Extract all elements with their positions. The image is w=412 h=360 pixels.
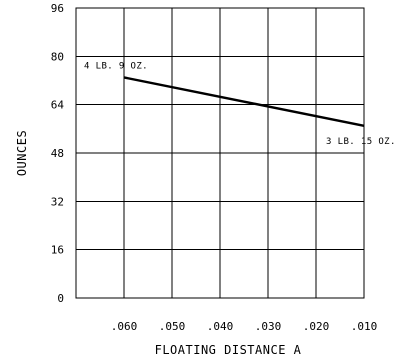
- y-tick-0: 0: [57, 292, 64, 305]
- x-tick-0: .060: [111, 320, 138, 333]
- y-tick-96: 96: [51, 2, 64, 15]
- annotation-start: 4 LB. 9 OZ.: [84, 61, 148, 71]
- y-tick-80: 80: [51, 50, 64, 63]
- series-line-0: [123, 76, 365, 127]
- x-tick-labels: .060 .050 .040 .030 .020 .010: [111, 320, 378, 333]
- y-tick-labels: 0 16 32 48 64 80 96: [51, 2, 65, 305]
- x-tick-3: .030: [255, 320, 282, 333]
- x-tick-1: .050: [159, 320, 186, 333]
- series: [123, 76, 365, 127]
- x-tick-5: .010: [351, 320, 378, 333]
- x-tick-2: .040: [207, 320, 234, 333]
- grid: [76, 7, 365, 299]
- x-tick-4: .020: [303, 320, 330, 333]
- y-tick-16: 16: [51, 244, 64, 257]
- y-tick-32: 32: [51, 195, 64, 208]
- y-tick-64: 64: [51, 99, 65, 112]
- y-axis-label: OUNCES: [15, 130, 29, 176]
- plot-frame: [75, 7, 365, 299]
- annotations: 4 LB. 9 OZ. 3 LB. 15 OZ.: [84, 61, 396, 147]
- annotation-end: 3 LB. 15 OZ.: [326, 137, 396, 147]
- x-axis-label: FLOATING DISTANCE A: [155, 343, 302, 357]
- y-tick-48: 48: [51, 147, 64, 160]
